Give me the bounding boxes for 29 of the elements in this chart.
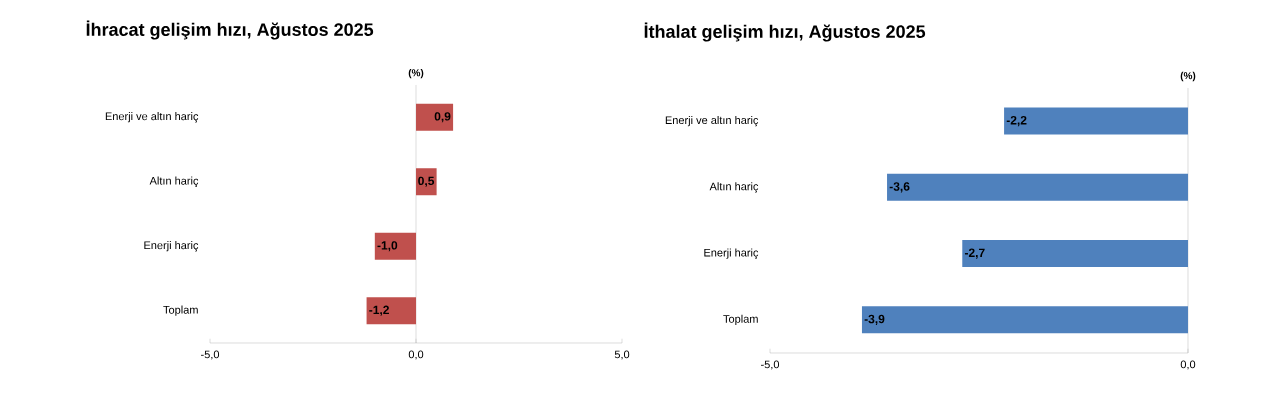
y-tick-label: Altın hariç	[149, 176, 199, 187]
data-label: -2,7	[964, 248, 985, 259]
text: (%)	[1180, 71, 1196, 82]
bar	[366, 297, 417, 325]
x-tick-label: 5,0	[614, 350, 630, 360]
bar	[416, 103, 454, 131]
data-label: -3,9	[864, 314, 885, 325]
y-tick-label: Toplam	[723, 314, 758, 325]
data-label: -1,2	[369, 305, 389, 316]
chart-title: İhracat gelişim hızı, Ağustos 2025	[86, 20, 374, 40]
data-label: -1,0	[377, 241, 398, 252]
data-label: 0,9	[434, 112, 451, 123]
y-tick-label: Enerji hariç	[704, 248, 759, 259]
text: (%)	[408, 68, 424, 79]
chart-title: İthalat gelişim hızı, Ağustos 2025	[644, 22, 926, 42]
x-tick-label: 0,0	[408, 350, 424, 360]
bar	[374, 232, 417, 260]
y-tick-label: Enerji hariç	[144, 241, 199, 252]
x-tick-label: -5,0	[761, 360, 780, 370]
x-tick-label: 0,0	[1180, 360, 1196, 370]
bar	[416, 168, 437, 196]
y-tick-label: Enerji ve altın hariç	[105, 112, 199, 123]
data-label: -3,6	[889, 182, 910, 193]
data-label: 0,5	[418, 176, 435, 187]
data-label: -2,2	[1006, 116, 1027, 127]
y-tick-label: Enerji ve altın hariç	[665, 115, 759, 127]
y-tick-label: Toplam	[163, 305, 198, 316]
x-tick-label: -5,0	[201, 350, 220, 360]
y-tick-label: Altın hariç	[709, 182, 759, 193]
